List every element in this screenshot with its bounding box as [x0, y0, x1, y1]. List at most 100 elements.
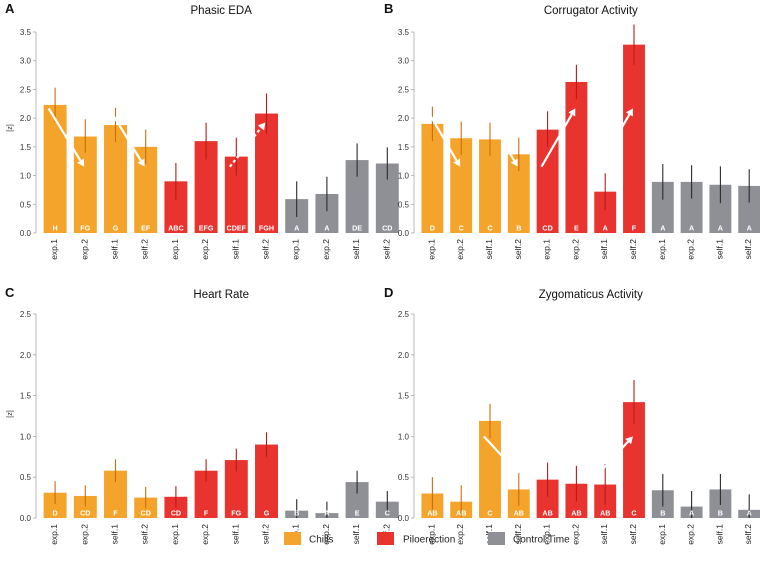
bar: [315, 193, 339, 233]
trend-arrow-head: [453, 158, 461, 167]
bar: [565, 81, 588, 233]
x-tick-label: exp.2: [686, 524, 696, 545]
significance-letter: AB: [542, 509, 552, 518]
bar: [479, 139, 501, 233]
y-tick-label: 2.5: [20, 310, 32, 319]
x-tick-label: self.2: [743, 239, 753, 260]
trend-arrow: [47, 107, 85, 167]
panel-b: B Corrugator Activity 0.0 0.5 1.0 1.5 2.0 2.5 3.…: [384, 1, 760, 260]
bar: [623, 44, 645, 234]
y-tick-label: 1.5: [398, 143, 410, 152]
x-tick-label: exp.2: [200, 524, 210, 545]
bar: [73, 495, 97, 518]
bar: [134, 146, 158, 233]
significance-letter: F: [113, 509, 118, 518]
bar: [255, 113, 278, 233]
panel-letter: D: [384, 285, 393, 300]
significance-letter: A: [689, 224, 694, 233]
panel-title: Corrugator Activity: [544, 5, 638, 17]
bar: [194, 141, 218, 233]
x-tick-label: exp.2: [321, 239, 331, 260]
x-tick-label: self.1: [599, 239, 609, 260]
trend-arrow: [168, 108, 205, 168]
trend-arrow-head: [197, 108, 205, 117]
y-tick-label: 2.0: [398, 351, 410, 360]
trend-arrow-head: [625, 108, 633, 117]
bar: [507, 154, 530, 233]
trend-arrow: [483, 435, 518, 474]
x-tick-label: exp.2: [570, 524, 580, 545]
significance-letter: A: [324, 224, 329, 233]
significance-letter: AB: [456, 509, 466, 518]
x-tick-label: self.1: [110, 239, 120, 260]
bar: [375, 163, 399, 233]
x-tick-label: exp.1: [542, 239, 552, 260]
x-tick-label: self.2: [261, 239, 271, 260]
panels: A Phasic EDA 0.0 0.5 1.0 1.5 2.0 2.5 3.0 3.5 [z] H F…: [5, 1, 760, 545]
bar: [623, 402, 645, 518]
significance-letter: CD: [141, 509, 151, 518]
x-tick-label: self.2: [261, 524, 271, 545]
y-tick-label: 2.5: [20, 85, 32, 94]
trend-arrow: [108, 107, 145, 167]
significance-letter: A: [660, 224, 665, 233]
trend-arrow-head: [625, 436, 633, 445]
significance-letter: G: [264, 509, 270, 518]
significance-letter: CD: [382, 224, 392, 233]
significance-letter: A: [294, 224, 299, 233]
significance-letter: FG: [231, 509, 241, 518]
trend-arrow-shaft: [108, 107, 142, 162]
legend: Chills Piloerection Control Time: [284, 532, 570, 546]
significance-letter: CD: [171, 509, 181, 518]
trend-arrow-shaft: [47, 107, 82, 162]
panel-letter: C: [5, 285, 15, 300]
x-tick-label: self.2: [381, 239, 391, 260]
bar: [345, 160, 369, 233]
x-tick-label: exp.2: [79, 239, 89, 260]
significance-letter: C: [459, 224, 464, 233]
trend-arrow-shaft: [108, 435, 141, 466]
trend-arrow-shaft: [168, 440, 201, 474]
bar: [536, 479, 559, 518]
y-tick-label: 3.0: [20, 57, 32, 66]
panel-letter: B: [384, 1, 393, 16]
y-tick-label: 1.5: [20, 392, 32, 401]
significance-letter: C: [385, 509, 390, 518]
x-tick-label: self.1: [484, 239, 494, 260]
bar: [224, 460, 248, 518]
trend-arrow-head: [510, 158, 518, 167]
significance-letter: B: [294, 509, 299, 518]
legend-swatch-control-time: [488, 532, 505, 545]
y-tick-label: 1.5: [398, 392, 410, 401]
trend-arrow-shaft: [598, 440, 629, 474]
significance-letter: F: [204, 509, 209, 518]
y-tick-label: 2.0: [20, 114, 32, 123]
y-tick-label: 0.0: [398, 229, 410, 238]
y-tick-label: 2.5: [398, 85, 410, 94]
panel-letter: A: [5, 1, 15, 16]
y-tick-label: 1.0: [20, 432, 32, 441]
significance-letter: ABC: [168, 224, 184, 233]
x-tick-label: exp.2: [200, 239, 210, 260]
significance-letter: A: [747, 224, 752, 233]
y-tick-label: 0.0: [20, 514, 32, 523]
y-tick-label: 3.5: [398, 28, 410, 37]
trend-arrow: [482, 107, 518, 167]
trend-arrow: [540, 108, 576, 168]
y-tick-label: 1.0: [20, 172, 32, 181]
bar: [104, 470, 127, 518]
bar: [680, 181, 703, 233]
bar: [194, 470, 218, 518]
x-tick-label: exp.1: [657, 524, 667, 545]
bar: [536, 129, 559, 233]
y-tick-label: 0.5: [20, 473, 32, 482]
x-tick-label: exp.1: [426, 524, 436, 545]
y-tick-label: 0.5: [398, 200, 410, 209]
significance-letter: AB: [600, 509, 610, 518]
significance-letter: B: [516, 224, 521, 233]
x-tick-label: exp.1: [170, 239, 180, 260]
significance-letter: C: [631, 509, 636, 518]
legend-label-control-time: Control Time: [513, 535, 570, 546]
y-tick-label: 3.0: [398, 57, 410, 66]
